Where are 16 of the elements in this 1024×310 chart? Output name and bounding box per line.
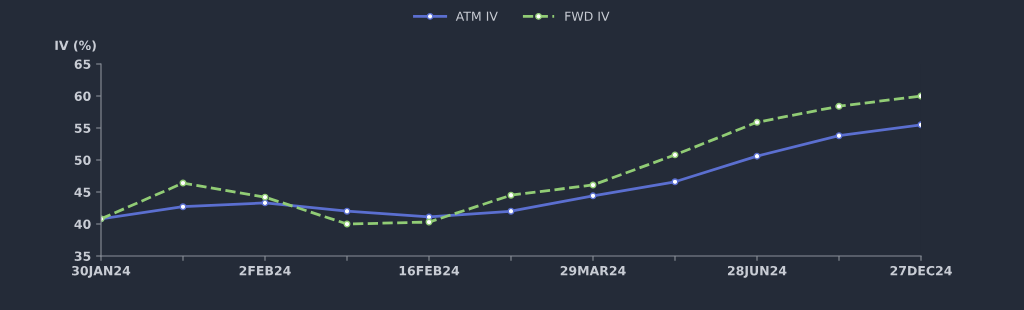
- x-tick-label: 16FEB24: [399, 265, 460, 276]
- x-tick-label: 28JUN24: [727, 265, 787, 278]
- x-tick-label: 29MAR24: [560, 265, 626, 276]
- y-tick-label: 40: [74, 219, 91, 229]
- y-tick-label: 45: [74, 187, 91, 197]
- x-tick-label: 27DEC24: [890, 265, 952, 276]
- legend-label: FWD IV: [565, 11, 610, 21]
- y-tick-label: 65: [74, 59, 91, 69]
- x-tick-label: 2FEB24: [239, 265, 291, 276]
- legend-label: ATM IV: [455, 11, 498, 21]
- y-tick-label: 55: [74, 123, 91, 133]
- y-tick-label: 35: [74, 251, 91, 261]
- x-tick-label: 30JAN24: [72, 265, 131, 278]
- y-tick-label: 60: [74, 91, 91, 101]
- y-axis-title: IV (%): [55, 40, 96, 52]
- y-tick-label: 50: [74, 155, 91, 165]
